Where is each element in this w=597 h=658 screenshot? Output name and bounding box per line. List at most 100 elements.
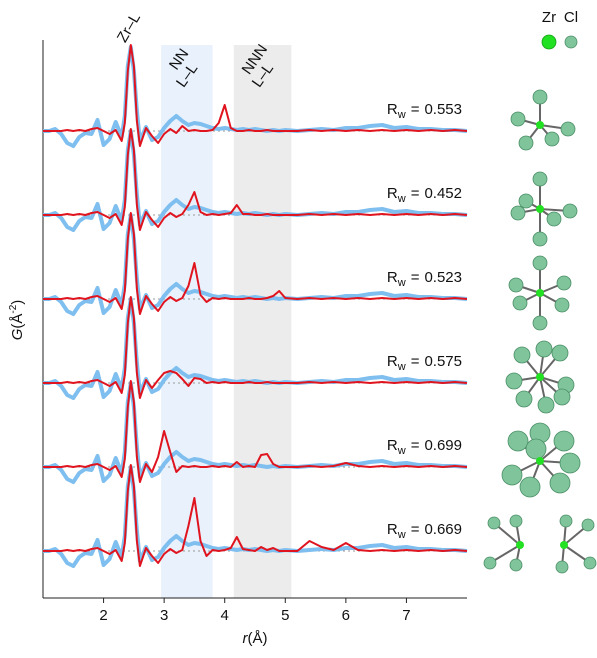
rw-equals: = — [411, 521, 420, 538]
cl-atom — [538, 397, 554, 413]
cl-atom — [563, 204, 577, 218]
rw-label: Rw =0.575 — [387, 353, 462, 373]
cl-atom — [533, 256, 547, 270]
rw-symbol: R — [387, 185, 398, 202]
molecule-icon — [511, 172, 577, 246]
x-tick-label: 7 — [402, 607, 410, 624]
rw-symbol: R — [387, 437, 398, 454]
rw-value: 0.699 — [424, 437, 462, 454]
molecule-icon — [506, 341, 574, 413]
cl-atom — [557, 276, 571, 290]
x-tick-label: 2 — [99, 607, 107, 624]
rw-subscript: w — [397, 529, 406, 541]
rw-subscript: w — [397, 361, 406, 373]
molecule-icon — [484, 515, 596, 573]
rw-label: Rw =0.523 — [387, 269, 462, 289]
cl-atom — [526, 439, 546, 459]
cl-atom — [560, 515, 572, 527]
rw-equals: = — [411, 185, 420, 202]
cl-atom — [513, 296, 527, 310]
x-tick-label: 5 — [281, 607, 289, 624]
zr-atom — [536, 121, 544, 129]
cl-atom — [484, 557, 496, 569]
cl-atom — [511, 206, 525, 220]
cl-atom — [519, 194, 533, 208]
y-axis-label: G(Å-2) — [8, 300, 26, 341]
cl-atom — [584, 557, 596, 569]
zr-atom — [536, 457, 544, 465]
cl-atom — [510, 515, 522, 527]
rw-value: 0.669 — [424, 521, 462, 538]
cl-atom — [502, 465, 522, 485]
cl-atom — [536, 341, 552, 357]
zr-atom — [536, 205, 544, 213]
cl-atom — [533, 316, 547, 330]
cl-atom — [582, 519, 594, 531]
molecule-icon — [509, 256, 571, 330]
cl-atom — [506, 373, 522, 389]
cl-atom — [533, 90, 547, 104]
rw-subscript: w — [397, 193, 406, 205]
zr-atom — [536, 289, 544, 297]
rw-symbol: R — [387, 269, 398, 286]
y-label-unit: (Å — [9, 314, 26, 329]
x-axis-label: r(Å) — [243, 630, 268, 647]
legend-label: Cl — [564, 9, 578, 26]
cl-atom — [510, 559, 522, 571]
cl-atom — [509, 278, 523, 292]
rw-symbol: R — [387, 521, 398, 538]
cl-atom — [550, 473, 570, 493]
rw-label: Rw =0.452 — [387, 185, 462, 205]
rw-equals: = — [411, 101, 420, 118]
cl-atom — [545, 132, 559, 146]
x-tick-label: 6 — [342, 607, 350, 624]
cl-atom — [554, 431, 574, 451]
zr-atom — [536, 373, 544, 381]
rw-equals: = — [411, 437, 420, 454]
peak-label: Zr–L — [114, 10, 144, 45]
rw-subscript: w — [397, 445, 406, 457]
cl-atom — [520, 477, 540, 497]
rw-value: 0.575 — [424, 353, 462, 370]
cl-atom — [554, 389, 570, 405]
cl-atom — [511, 112, 525, 126]
rw-equals: = — [411, 269, 420, 286]
rw-value: 0.523 — [424, 269, 462, 286]
y-label-symbol: G — [9, 328, 26, 340]
rw-equals: = — [411, 353, 420, 370]
cl-atom — [547, 212, 561, 226]
legend-marker — [565, 36, 577, 48]
x-tick-label: 3 — [160, 607, 168, 624]
cl-atom — [555, 298, 569, 312]
rw-symbol: R — [387, 353, 398, 370]
rw-symbol: R — [387, 101, 398, 118]
cl-atom — [560, 453, 580, 473]
x-label-unit: (Å) — [248, 630, 268, 647]
cl-atom — [556, 561, 568, 573]
cl-atom — [533, 172, 547, 186]
cl-atom — [488, 517, 500, 529]
cl-atom — [516, 391, 532, 407]
legend-marker — [542, 35, 556, 49]
rw-label: Rw =0.699 — [387, 437, 462, 457]
rw-label: Rw =0.553 — [387, 101, 462, 121]
cl-atom — [508, 431, 528, 451]
cl-atom — [519, 136, 533, 150]
x-tick-label: 4 — [221, 607, 229, 624]
cl-atom — [514, 347, 530, 363]
rw-label: Rw =0.669 — [387, 521, 462, 541]
cl-atom — [561, 122, 575, 136]
zr-atom — [516, 541, 524, 549]
rw-subscript: w — [397, 109, 406, 121]
zr-atom — [560, 541, 568, 549]
cl-atom — [552, 345, 568, 361]
legend-label: Zr — [542, 9, 556, 26]
molecule-icon — [511, 90, 575, 150]
rw-value: 0.452 — [424, 185, 462, 202]
cl-atom — [533, 232, 547, 246]
molecule-icon — [502, 423, 580, 497]
figure: NNL–LNNNL–L234567r(Å)G(Å-2)Zr–LRw=0.553R… — [0, 0, 597, 653]
region — [161, 45, 212, 598]
rw-value: 0.553 — [424, 101, 462, 118]
rw-subscript: w — [397, 277, 406, 289]
